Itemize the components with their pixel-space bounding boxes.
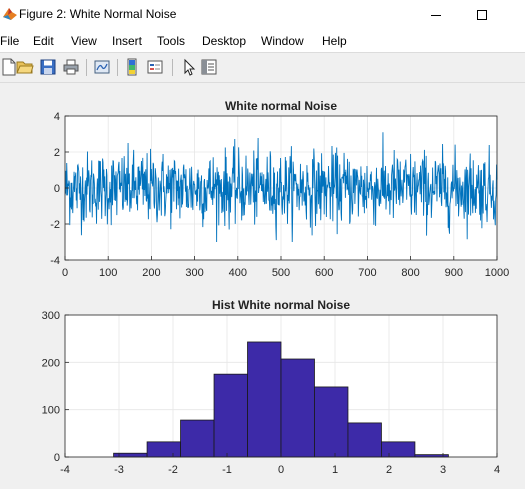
histogram-x-ticks: -4 -3 -2 -1 0 1 2 3 4 <box>60 453 500 476</box>
menu-insert[interactable]: Insert <box>112 34 143 48</box>
histogram-x-tick-label: 0 <box>278 464 284 476</box>
window-title: Figure 2: White Normal Noise <box>19 7 177 21</box>
histogram-x-tick-label: -1 <box>222 464 232 476</box>
menu-file[interactable]: File <box>0 34 20 48</box>
histogram-y-tick-label: 300 <box>42 310 60 322</box>
histogram-y-tick-label: 0 <box>54 452 60 464</box>
noise-x-tick-label: 500 <box>272 267 290 279</box>
noise-x-tick-label: 1000 <box>485 267 509 279</box>
histogram-bar <box>347 422 382 458</box>
noise-y-tick-label: -4 <box>50 255 60 267</box>
histogram-bar <box>180 419 215 458</box>
noise-y-tick-label: -2 <box>50 219 60 231</box>
noise-y-tick-label: 2 <box>54 147 60 159</box>
histogram-bar <box>146 441 181 458</box>
noise-x-tick-label: 600 <box>315 267 333 279</box>
noise-x-tick-label: 900 <box>445 267 463 279</box>
noise-x-tick-label: 200 <box>142 267 160 279</box>
menu-view[interactable]: View <box>71 34 97 48</box>
histogram-title: Hist White normal Noise <box>212 298 350 312</box>
histogram-bar <box>247 341 282 458</box>
noise-x-tick-label: 700 <box>358 267 376 279</box>
menu-bar: File Edit View Insert Tools Desktop Wind… <box>0 29 525 53</box>
histogram-bar <box>280 358 315 458</box>
noise-x-tick-label: 300 <box>185 267 203 279</box>
figure-plots: 0 100 200 300 400 500 600 700 800 900 1000 -4-2024… <box>42 99 510 476</box>
histogram-bar <box>381 441 416 458</box>
insert-colorbar-icon[interactable] <box>123 58 141 76</box>
histogram-bars <box>113 341 449 458</box>
save-icon[interactable] <box>39 58 57 76</box>
histogram-bar <box>213 373 248 458</box>
minimize-icon <box>431 14 441 16</box>
menu-window[interactable]: Window <box>261 34 304 48</box>
noise-plot-title: White normal Noise <box>225 99 337 113</box>
menu-edit[interactable]: Edit <box>33 34 54 48</box>
histogram-y-tick-label: 200 <box>42 357 60 369</box>
noise-line-series <box>64 132 498 243</box>
menu-help[interactable]: Help <box>322 34 347 48</box>
figure-canvas: 0 100 200 300 400 500 600 700 800 900 1000 -4 -2 0 2 4… <box>0 83 525 486</box>
toolbar <box>0 53 525 83</box>
noise-x-tick-label: 800 <box>401 267 419 279</box>
new-figure-icon[interactable] <box>0 58 18 76</box>
histogram-x-tick-label: 3 <box>440 464 446 476</box>
histogram-x-tick-label: 4 <box>494 464 500 476</box>
edit-plot-icon[interactable] <box>180 58 198 76</box>
histogram-bar <box>314 386 349 458</box>
noise-x-tick-label: 0 <box>62 267 68 279</box>
histogram-x-tick-label: -2 <box>168 464 178 476</box>
noise-y-ticks: -4 -2 0 2 4 <box>50 111 69 267</box>
menu-tools[interactable]: Tools <box>157 34 186 48</box>
noise-x-tick-label: 400 <box>229 267 247 279</box>
toolbar-separator <box>86 59 87 76</box>
print-icon[interactable] <box>62 58 80 76</box>
maximize-button[interactable] <box>459 0 505 29</box>
histogram-y-ticks: 0 100 200 300 <box>42 310 69 464</box>
matlab-icon <box>3 8 17 20</box>
property-editor-icon[interactable] <box>200 58 218 76</box>
histogram-x-tick-label: -3 <box>114 464 124 476</box>
maximize-icon <box>477 9 487 20</box>
noise-y-tick-label: 4 <box>54 111 60 123</box>
histogram-axes[interactable]: -4 -3 -2 -1 0 1 2 3 4 0 100 200 300 Hist White norm… <box>42 298 500 476</box>
noise-axes[interactable]: 0 100 200 300 400 500 600 700 800 900 1000 -4 -2 0 2 4… <box>50 99 509 279</box>
histogram-y-tick-label: 100 <box>42 405 60 417</box>
open-file-icon[interactable] <box>16 58 34 76</box>
noise-y-tick-label: 0 <box>54 183 60 195</box>
histogram-x-tick-label: -4 <box>60 464 70 476</box>
minimize-button[interactable] <box>413 0 459 29</box>
insert-legend-icon[interactable] <box>146 58 164 76</box>
menu-desktop[interactable]: Desktop <box>202 34 247 48</box>
window-titlebar: Figure 2: White Normal Noise <box>0 0 525 29</box>
toolbar-separator <box>117 59 118 76</box>
link-plot-icon[interactable] <box>93 58 111 76</box>
noise-x-ticks: 0 100 200 300 400 500 600 700 800 900 1000 <box>62 256 509 279</box>
toolbar-separator <box>172 59 173 76</box>
histogram-x-tick-label: 1 <box>332 464 338 476</box>
noise-x-tick-label: 100 <box>99 267 117 279</box>
histogram-x-tick-label: 2 <box>386 464 392 476</box>
